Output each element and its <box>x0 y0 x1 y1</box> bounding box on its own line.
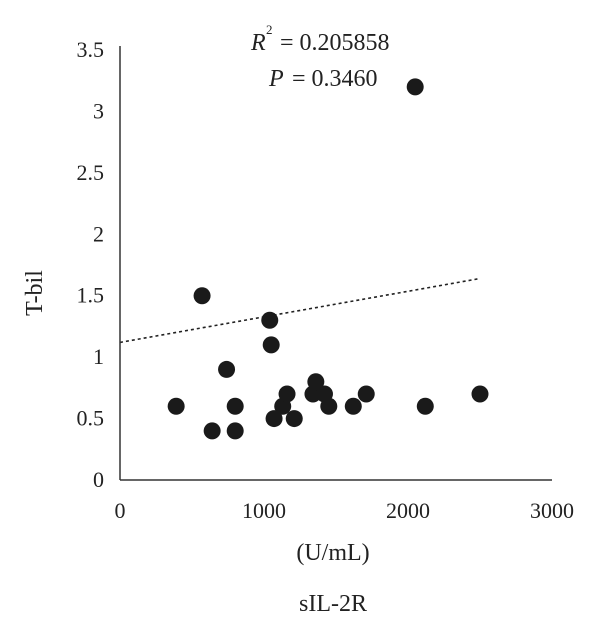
data-point <box>262 336 280 354</box>
data-point <box>320 397 338 415</box>
trendline <box>119 277 481 344</box>
data-point <box>471 385 489 403</box>
data-point <box>203 422 221 440</box>
data-point <box>278 385 296 403</box>
r-squared-value: = 0.205858 <box>280 30 390 56</box>
data-point <box>265 410 283 428</box>
data-point <box>406 78 424 96</box>
axes <box>119 46 552 481</box>
data-points <box>167 78 489 440</box>
data-point <box>285 410 303 428</box>
x-axis-unit-label: (U/mL) <box>296 540 369 566</box>
data-point <box>218 360 236 378</box>
x-axis-caption: sIL-2R <box>299 591 367 617</box>
y-tick-label: 0.5 <box>77 406 105 431</box>
x-tick-label: 0 <box>115 498 126 523</box>
data-point <box>193 287 211 305</box>
data-point <box>226 422 244 440</box>
data-point <box>167 397 185 415</box>
p-value-symbol: P <box>268 66 284 92</box>
r-squared-superscript: 2 <box>266 22 273 37</box>
y-tick-label: 3 <box>93 98 104 123</box>
trendline-layer <box>119 277 481 344</box>
y-tick-label: 3.5 <box>77 37 105 62</box>
x-tick-label: 3000 <box>530 498 574 523</box>
data-point <box>357 385 375 403</box>
x-tick-label: 2000 <box>386 498 430 523</box>
y-tick-label: 1 <box>93 344 104 369</box>
tick-labels: 0 1000 2000 3000 0 0.5 1 1.5 2 2.5 3 3.5 <box>77 37 575 523</box>
x-tick-label: 1000 <box>242 498 286 523</box>
r-squared-symbol: R <box>250 30 266 56</box>
p-value-value: = 0.3460 <box>292 66 378 92</box>
y-tick-label: 1.5 <box>77 283 105 308</box>
data-point <box>416 397 434 415</box>
data-point <box>226 397 244 415</box>
y-axis-title: T-bil <box>22 270 48 316</box>
y-tick-label: 2 <box>93 221 104 246</box>
y-tick-label: 2.5 <box>77 160 105 185</box>
y-tick-label: 0 <box>93 467 104 492</box>
data-point <box>344 397 362 415</box>
data-point <box>307 373 325 391</box>
data-point <box>261 311 279 329</box>
